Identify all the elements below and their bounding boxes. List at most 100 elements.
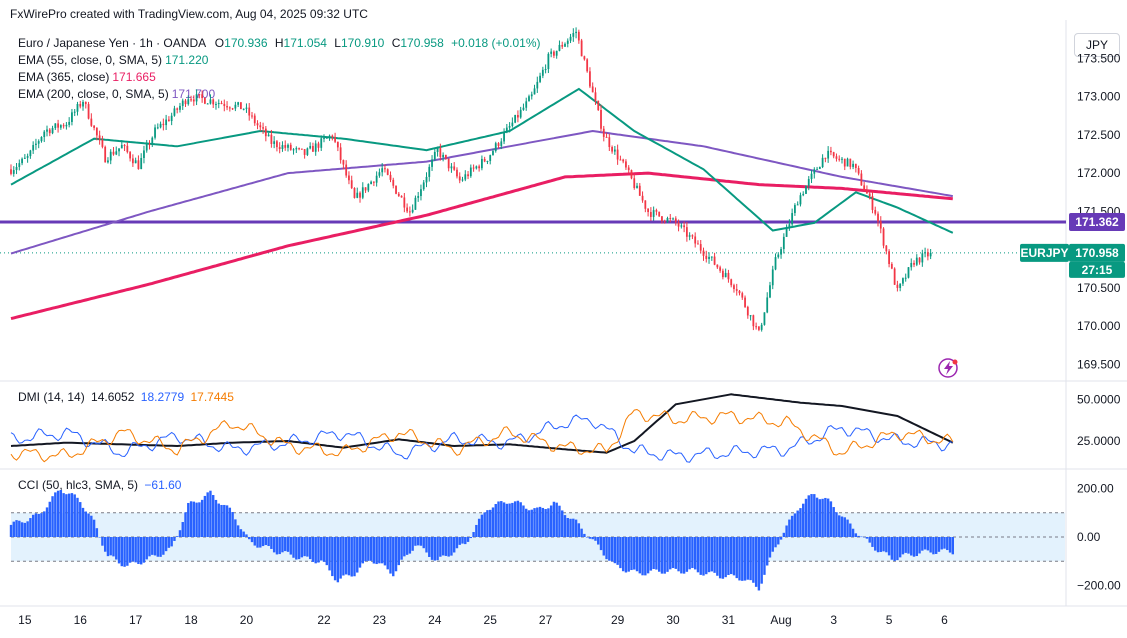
cci-bar (90, 515, 93, 537)
cci-bar (303, 537, 306, 557)
candle (287, 143, 289, 152)
cci-bar (563, 515, 567, 537)
candle (688, 232, 691, 241)
candle (522, 103, 525, 111)
cci-bar (342, 537, 345, 576)
candle (569, 33, 572, 44)
cci-bar (9, 524, 13, 537)
cci-bar (624, 537, 628, 573)
cci-bar (15, 520, 18, 537)
candle (151, 136, 154, 147)
time-tick-label: 24 (428, 613, 442, 627)
candle (929, 248, 932, 260)
cci-bar (220, 504, 223, 537)
candle (101, 135, 104, 149)
candle (486, 160, 489, 165)
cci-bar (602, 537, 605, 556)
candle (450, 163, 453, 173)
cci-bar (577, 523, 581, 537)
cci-bar (375, 537, 378, 565)
cci-bar (923, 537, 927, 550)
cci-bar (718, 537, 722, 579)
cci-bar (940, 537, 943, 550)
time-tick-label: 31 (722, 613, 736, 627)
candle (780, 246, 782, 259)
cci-bar (766, 537, 769, 566)
cci-value: −61.60 (144, 478, 182, 492)
cci-bar (212, 495, 215, 537)
cci-bar (851, 528, 855, 537)
cci-bar (167, 537, 171, 548)
candle (433, 148, 436, 161)
price-tick-label: 170.000 (1077, 319, 1121, 333)
cci-bar (336, 537, 340, 583)
candle (298, 147, 300, 151)
candle (10, 164, 12, 176)
candle (306, 147, 309, 157)
candle (915, 254, 918, 267)
candle (882, 227, 885, 249)
axes-layer: 173.500173.000172.500172.000171.500171.0… (0, 20, 1127, 627)
cci-bar (516, 500, 520, 537)
candle (184, 98, 187, 108)
candle (381, 163, 384, 177)
cci-bar (356, 537, 359, 573)
ohlc-high: 171.054 (283, 36, 327, 50)
candle (705, 250, 708, 263)
candle (472, 164, 475, 172)
cci-bar (475, 524, 478, 537)
cci-bar (674, 537, 677, 569)
cci-bar (951, 537, 954, 555)
cci-bar (846, 519, 849, 537)
cci-bar (43, 511, 46, 537)
symbol-title[interactable]: Euro / Japanese Yen · 1h · OANDA (18, 36, 206, 50)
candle (370, 180, 372, 185)
currency-button[interactable]: JPY (1074, 33, 1120, 57)
dmi-legend[interactable]: DMI (14, 14) 14.6052 18.2779 17.7445 (18, 390, 234, 404)
candle (334, 132, 336, 144)
cci-bar (259, 537, 262, 548)
cci-bar (513, 501, 517, 537)
cci-bar (170, 537, 173, 547)
cci-bar (821, 498, 824, 537)
candle (447, 158, 450, 172)
svg-text:27:15: 27:15 (1082, 263, 1113, 277)
candle (669, 213, 672, 223)
candle (608, 133, 611, 152)
candle (422, 179, 425, 191)
candle (372, 181, 375, 187)
candle (198, 94, 201, 99)
cci-bar (134, 537, 137, 563)
cci-bar (414, 537, 417, 546)
cci-bar (20, 522, 24, 537)
candle (564, 42, 566, 48)
cci-bar (331, 537, 334, 577)
ema200-legend[interactable]: EMA (200, close, 0, SMA, 5) 171.700 (18, 87, 215, 101)
cci-legend[interactable]: CCI (50, hlc3, SMA, 5) −61.60 (18, 478, 181, 492)
ema55-legend[interactable]: EMA (55, close, 0, SMA, 5) 171.220 (18, 53, 208, 67)
candle (15, 163, 18, 175)
cci-bar (489, 509, 492, 537)
cci-bar (946, 537, 949, 551)
candle (156, 123, 159, 130)
cci-bar (339, 537, 342, 579)
candle (436, 146, 439, 157)
time-tick-label: 29 (611, 613, 625, 627)
cci-bar (721, 537, 725, 579)
candle (115, 146, 118, 156)
candle (201, 90, 204, 103)
candle (154, 124, 156, 140)
candle (730, 278, 733, 288)
cci-bar (541, 507, 545, 537)
cci-bar (655, 537, 658, 570)
cci-bar (713, 537, 716, 573)
candle (854, 163, 857, 173)
cci-bar (12, 521, 15, 537)
ema365-legend[interactable]: EMA (365, close) 171.665 (18, 70, 156, 84)
cci-bar (918, 537, 921, 554)
lightning-icon[interactable] (938, 358, 958, 378)
cci-bar (630, 537, 633, 571)
cci-bar (552, 501, 556, 537)
candle (849, 158, 852, 170)
